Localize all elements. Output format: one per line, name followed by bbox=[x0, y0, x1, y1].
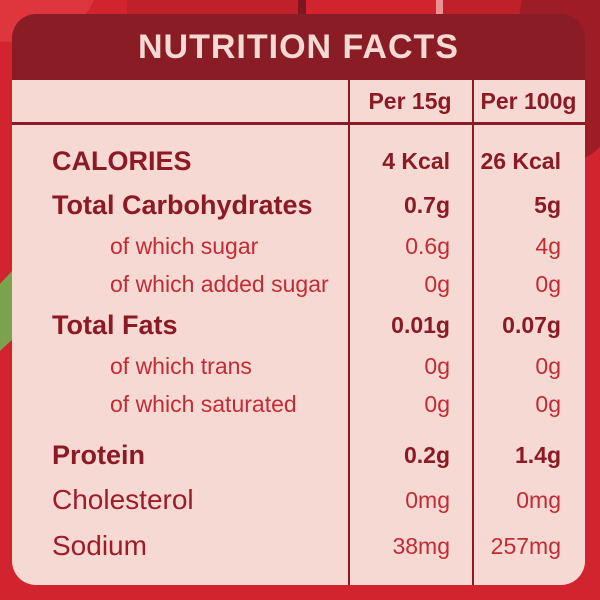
row-label: Protein bbox=[52, 439, 146, 470]
row-value-per-15g: 0g bbox=[424, 390, 450, 417]
leaf-sliver-left bbox=[0, 271, 12, 351]
table-row-total-carbohydrates: Total Carbohydrates 0.7g 5g bbox=[12, 183, 585, 227]
table-rows: CALORIES 4 Kcal 26 Kcal Total Carbohydrates… bbox=[12, 125, 585, 569]
table-row-cholesterol: Cholesterol 0mg 0mg bbox=[12, 477, 585, 523]
row-value-per-100g: 4g bbox=[535, 232, 561, 259]
nutrition-label-card: NUTRITION FACTS Per 15g Per 100g CALORIE… bbox=[12, 14, 585, 585]
column-header-per-15g: Per 15g bbox=[368, 87, 452, 114]
row-value-per-100g: 1.4g bbox=[514, 441, 561, 468]
nutrition-table-panel: Per 15g Per 100g CALORIES 4 Kcal 26 Kcal To… bbox=[12, 80, 585, 585]
row-value-per-100g: 0mg bbox=[516, 486, 561, 513]
table-row-of-which-saturated: of which saturated 0g 0g bbox=[12, 385, 585, 423]
table-row-calories: CALORIES 4 Kcal 26 Kcal bbox=[12, 139, 585, 183]
row-label: Sodium bbox=[52, 530, 147, 561]
table-row-of-which-sugar: of which sugar 0.6g 4g bbox=[12, 227, 585, 265]
column-header-per-100g: Per 100g bbox=[480, 87, 577, 114]
row-label: Total Carbohydrates bbox=[52, 189, 313, 220]
row-label: CALORIES bbox=[52, 145, 192, 176]
table-row-of-which-added-sugar: of which added sugar 0g 0g bbox=[12, 265, 585, 303]
row-label: of which saturated bbox=[110, 390, 297, 417]
tomato-stem-line bbox=[298, 0, 306, 16]
row-value-per-15g: 0g bbox=[424, 270, 450, 297]
row-value-per-100g: 5g bbox=[534, 191, 561, 218]
table-header-row: Per 15g Per 100g bbox=[12, 80, 585, 125]
row-value-per-100g: 0g bbox=[535, 352, 561, 379]
row-label: of which trans bbox=[110, 352, 252, 379]
nutrition-facts-banner: NUTRITION FACTS bbox=[12, 14, 585, 80]
row-value-per-100g: 26 Kcal bbox=[480, 147, 561, 174]
row-label: of which added sugar bbox=[110, 270, 329, 297]
row-value-per-15g: 0.7g bbox=[403, 191, 450, 218]
row-value-per-15g: 0g bbox=[424, 352, 450, 379]
row-value-per-15g: 38mg bbox=[392, 532, 450, 559]
tomato-shadow-top-strip-right bbox=[443, 0, 531, 16]
row-label: Total Fats bbox=[52, 309, 178, 340]
table-row-protein: Protein 0.2g 1.4g bbox=[12, 433, 585, 477]
column-divider-1 bbox=[348, 80, 350, 585]
row-value-per-100g: 0g bbox=[535, 390, 561, 417]
nutrition-facts-title: NUTRITION FACTS bbox=[138, 27, 459, 66]
row-value-per-100g: 0g bbox=[535, 270, 561, 297]
row-value-per-15g: 4 Kcal bbox=[382, 147, 450, 174]
row-value-per-15g: 0.01g bbox=[391, 311, 450, 338]
row-label: of which sugar bbox=[110, 232, 259, 259]
tomato-highlight-line bbox=[436, 0, 443, 16]
row-value-per-15g: 0mg bbox=[405, 486, 450, 513]
row-value-per-100g: 0.07g bbox=[502, 311, 561, 338]
table-row-total-fats: Total Fats 0.01g 0.07g bbox=[12, 303, 585, 347]
tomato-shadow-top-strip bbox=[127, 0, 300, 16]
table-row-of-which-trans: of which trans 0g 0g bbox=[12, 347, 585, 385]
row-value-per-15g: 0.2g bbox=[403, 441, 450, 468]
row-value-per-15g: 0.6g bbox=[405, 232, 450, 259]
table-row-sodium: Sodium 38mg 257mg bbox=[12, 523, 585, 569]
row-label: Cholesterol bbox=[52, 484, 194, 515]
row-value-per-100g: 257mg bbox=[490, 532, 561, 559]
column-divider-2 bbox=[472, 80, 474, 585]
